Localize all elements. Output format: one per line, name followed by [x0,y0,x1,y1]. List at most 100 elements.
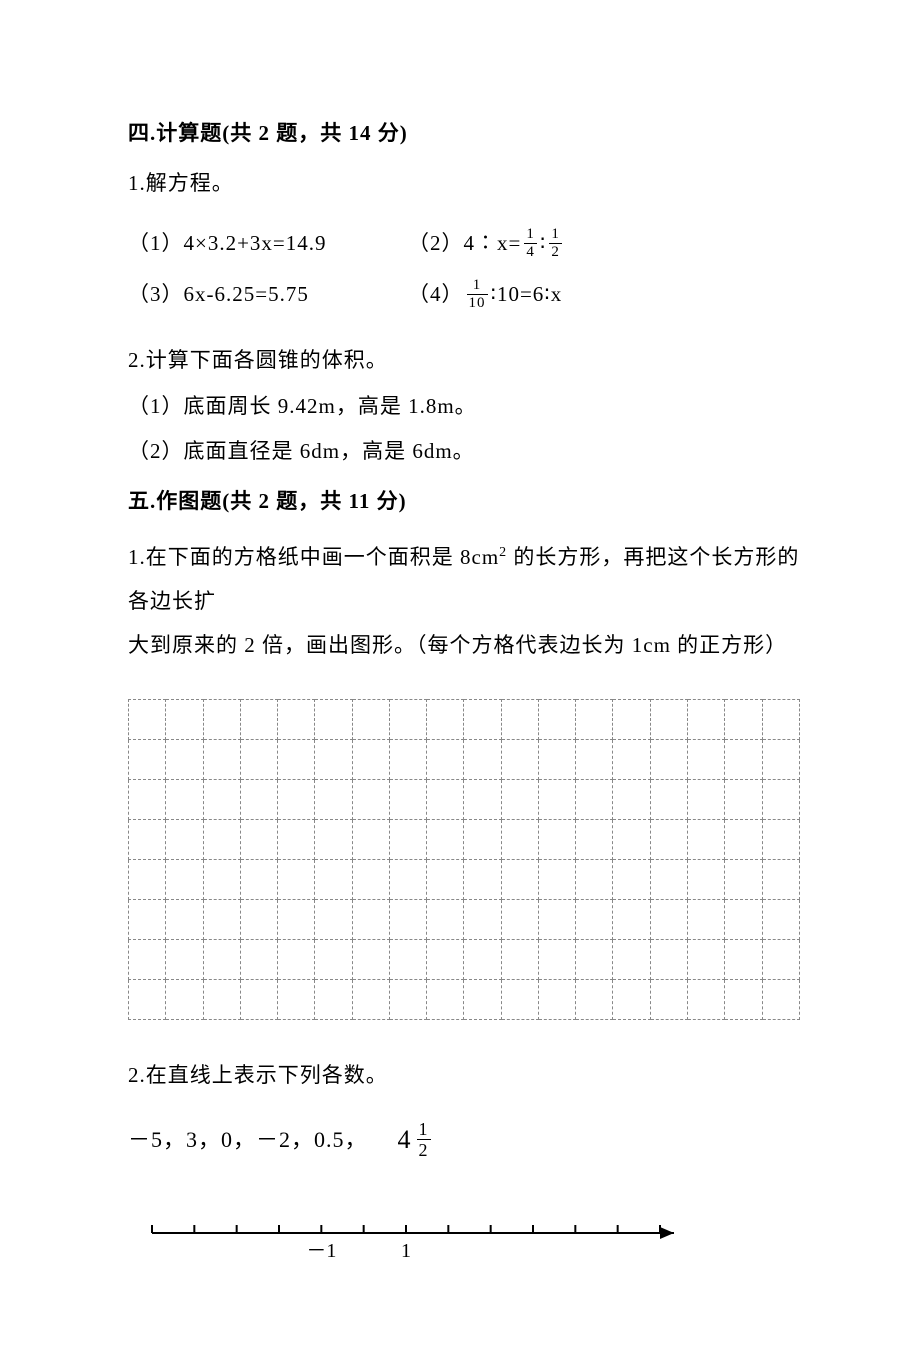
s5-q1-text: 1.在下面的方格纸中画一个面积是 8cm2 的长方形，再把这个长方形的各边长扩 … [128,535,800,667]
grid-cell [725,740,762,780]
grid-cell [389,740,426,780]
s5-q2-numbers: －5，3，0，－2，0.5， 4 1 2 [128,1120,800,1159]
number-line-wrap: －11 [138,1215,800,1279]
grid-cell [278,980,315,1020]
grid-cell [427,860,464,900]
grid-cell [762,860,799,900]
eq-4: （4） 1 10 ∶10=6∶x [408,278,562,311]
grid-cell [687,740,724,780]
grid-cell [762,940,799,980]
grid-cell [203,820,240,860]
eq-2-prefix: （2）4∶x= [408,228,521,260]
s5-q1-l1a: 1.在下面的方格纸中画一个面积是 8cm [128,545,499,569]
grid-cell [762,740,799,780]
grid-cell [129,860,166,900]
grid-cell [240,700,277,740]
grid-cell [389,900,426,940]
grid-cell [687,900,724,940]
grid-cell [538,780,575,820]
grid-cell [278,780,315,820]
grid-cell [650,820,687,860]
grid-cell [203,980,240,1020]
grid-cell [315,940,352,980]
grid-cell [613,740,650,780]
numbers-text: －5，3，0，－2，0.5， [128,1123,368,1156]
grid-cell [576,740,613,780]
s5-q1-l2: 大到原来的 2 倍，画出图形。（每个方格代表边长为 1cm 的正方形） [128,633,787,657]
grid-cell [725,860,762,900]
grid-cell [576,860,613,900]
grid-cell [687,980,724,1020]
grid-cell [352,980,389,1020]
grid-cell [762,980,799,1020]
grid-cell [389,860,426,900]
grid-cell [240,740,277,780]
grid-cell [129,820,166,860]
grid-cell [538,820,575,860]
mixed-whole: 4 [398,1120,412,1159]
grid-cell [464,940,501,980]
grid-cell [166,940,203,980]
grid-cell [427,700,464,740]
grid-cell [464,740,501,780]
s4-q2-line2: （2）底面直径是 6dm，高是 6dm。 [128,436,800,468]
mixed-fraction: 4 1 2 [398,1120,434,1159]
grid-cell [538,860,575,900]
grid-cell [650,860,687,900]
grid-cell [315,900,352,940]
grid-cell [576,820,613,860]
grid-cell [278,820,315,860]
frac-num: 1 [549,227,562,243]
number-line: －11 [138,1215,698,1269]
grid-cell [389,940,426,980]
grid-cell [650,940,687,980]
grid-cell [501,740,538,780]
grid-cell [240,780,277,820]
grid-cell [427,820,464,860]
grid-cell [501,820,538,860]
grid-cell [166,820,203,860]
grid-cell [762,820,799,860]
grid-cell [389,820,426,860]
grid-cell [650,740,687,780]
grid-cell [129,900,166,940]
mixed-frac: 1 2 [417,1120,431,1159]
grid-cell [240,860,277,900]
grid-cell [278,900,315,940]
eq-1: （1）4×3.2+3x=14.9 [128,228,408,260]
eq-3: （3）6x-6.25=5.75 [128,279,408,311]
grid-cell [613,700,650,740]
grid-cell [203,940,240,980]
grid-cell [315,860,352,900]
grid-cell [538,740,575,780]
grid-cell [203,740,240,780]
grid-cell [538,700,575,740]
grid-cell [501,980,538,1020]
grid-cell [315,980,352,1020]
frac-den: 4 [524,243,537,260]
grid-cell [129,940,166,980]
grid-cell [501,940,538,980]
grid-cell [613,940,650,980]
grid-cell [166,780,203,820]
grid-cell [389,980,426,1020]
grid-cell [464,780,501,820]
grid-cell [650,780,687,820]
grid-cell [687,940,724,980]
grid-cell [613,860,650,900]
frac-num: 1 [417,1120,431,1139]
grid-cell [427,940,464,980]
grid-cell [687,780,724,820]
grid-cell [650,900,687,940]
grid-cell [538,900,575,940]
grid-cell [687,820,724,860]
grid-cell [576,780,613,820]
grid-cell [427,780,464,820]
eq-2-frac-2: 1 2 [549,227,562,260]
grid-cell [315,700,352,740]
grid-cell [240,820,277,860]
grid-cell [315,820,352,860]
grid-cell [613,900,650,940]
grid-cell [352,820,389,860]
grid-cell [240,980,277,1020]
